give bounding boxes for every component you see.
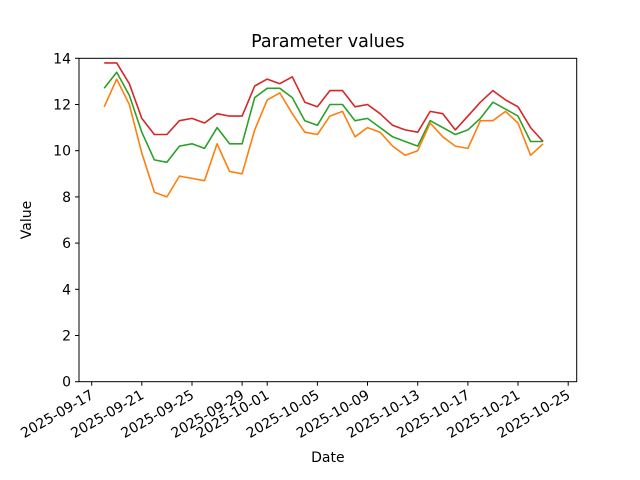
series-red-line bbox=[104, 62, 544, 143]
y-tick-label: 2 bbox=[62, 329, 71, 345]
y-tick-label: 6 bbox=[62, 236, 71, 252]
y-tick-label: 12 bbox=[53, 98, 71, 114]
series-green-line bbox=[103, 71, 544, 164]
x-axis-label: Date bbox=[311, 450, 344, 466]
y-tick-label: 4 bbox=[62, 282, 71, 298]
plot-frame bbox=[78, 57, 578, 383]
y-tick-label: 10 bbox=[53, 144, 71, 160]
y-tick-label: 8 bbox=[62, 190, 71, 206]
series-orange-line bbox=[103, 78, 544, 198]
y-tick-label: 14 bbox=[53, 51, 71, 67]
chart-title: Parameter values bbox=[251, 32, 405, 52]
y-axis-label: Value bbox=[19, 201, 35, 239]
y-tick-label: 0 bbox=[62, 375, 71, 391]
